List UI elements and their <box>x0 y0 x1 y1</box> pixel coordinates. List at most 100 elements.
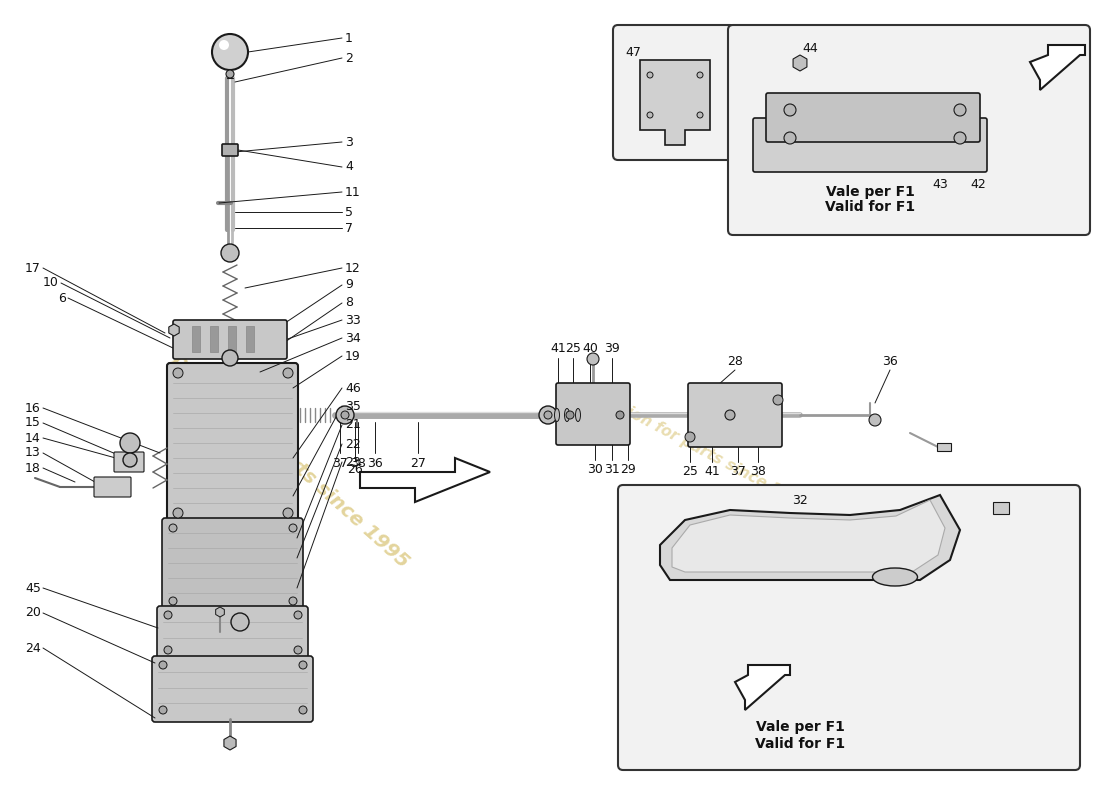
FancyBboxPatch shape <box>157 606 308 662</box>
Circle shape <box>725 410 735 420</box>
FancyBboxPatch shape <box>618 485 1080 770</box>
Circle shape <box>123 453 138 467</box>
Text: 21: 21 <box>345 418 361 431</box>
Text: 36: 36 <box>367 457 383 470</box>
Ellipse shape <box>564 409 570 422</box>
Circle shape <box>226 70 234 78</box>
Text: 22: 22 <box>345 438 361 450</box>
Circle shape <box>685 432 695 442</box>
Polygon shape <box>672 500 945 572</box>
Circle shape <box>283 508 293 518</box>
Circle shape <box>164 611 172 619</box>
Bar <box>937 443 952 451</box>
Text: 4: 4 <box>345 161 353 174</box>
FancyBboxPatch shape <box>94 477 131 497</box>
Circle shape <box>566 411 574 419</box>
FancyBboxPatch shape <box>766 93 980 142</box>
FancyBboxPatch shape <box>754 118 987 172</box>
FancyBboxPatch shape <box>222 144 238 156</box>
Text: 34: 34 <box>345 331 361 345</box>
Text: 1: 1 <box>345 31 353 45</box>
Text: Vale per F1: Vale per F1 <box>826 185 914 199</box>
Text: 11: 11 <box>345 186 361 198</box>
Text: 10: 10 <box>43 277 59 290</box>
Circle shape <box>169 524 177 532</box>
Text: 41: 41 <box>704 465 719 478</box>
FancyBboxPatch shape <box>152 656 314 722</box>
Circle shape <box>169 597 177 605</box>
Ellipse shape <box>575 409 581 422</box>
Text: 41: 41 <box>550 342 565 355</box>
Bar <box>228 326 236 352</box>
Circle shape <box>160 706 167 714</box>
FancyBboxPatch shape <box>114 452 144 472</box>
Text: Valid for F1: Valid for F1 <box>755 737 845 751</box>
Circle shape <box>120 433 140 453</box>
Circle shape <box>289 524 297 532</box>
Text: 28: 28 <box>727 355 742 368</box>
Text: 5: 5 <box>345 206 353 218</box>
Text: passion for parts since 1995: passion for parts since 1995 <box>168 349 412 571</box>
Text: 33: 33 <box>345 314 361 326</box>
Text: 37: 37 <box>332 457 348 470</box>
Text: 12: 12 <box>345 262 361 274</box>
Circle shape <box>616 411 624 419</box>
Text: 13: 13 <box>25 446 41 459</box>
FancyBboxPatch shape <box>688 383 782 447</box>
Text: 44: 44 <box>802 42 818 54</box>
Bar <box>210 326 218 352</box>
Text: 37: 37 <box>730 465 746 478</box>
Circle shape <box>173 368 183 378</box>
Circle shape <box>289 597 297 605</box>
Text: 38: 38 <box>350 457 366 470</box>
Ellipse shape <box>872 568 917 586</box>
Circle shape <box>697 112 703 118</box>
Text: 8: 8 <box>345 297 353 310</box>
Text: 38: 38 <box>750 465 766 478</box>
Text: 6: 6 <box>58 291 66 305</box>
Text: 25: 25 <box>682 465 697 478</box>
Text: 46: 46 <box>345 382 361 394</box>
Text: 35: 35 <box>345 399 361 413</box>
Circle shape <box>647 72 653 78</box>
Text: Vale per F1: Vale per F1 <box>756 720 845 734</box>
Text: 32: 32 <box>792 494 807 506</box>
Circle shape <box>221 244 239 262</box>
Circle shape <box>784 104 796 116</box>
Text: 14: 14 <box>25 431 41 445</box>
Text: 39: 39 <box>604 342 620 355</box>
Text: 42: 42 <box>970 178 986 191</box>
Circle shape <box>587 353 600 365</box>
Circle shape <box>954 132 966 144</box>
Circle shape <box>173 508 183 518</box>
Polygon shape <box>360 458 490 502</box>
Bar <box>993 502 1009 514</box>
Bar <box>246 326 254 352</box>
Text: 16: 16 <box>25 402 41 414</box>
Polygon shape <box>660 495 960 580</box>
Text: 36: 36 <box>882 355 898 368</box>
Circle shape <box>341 411 349 419</box>
Text: 9: 9 <box>345 278 353 291</box>
Circle shape <box>294 646 302 654</box>
Circle shape <box>697 72 703 78</box>
Text: 26: 26 <box>348 463 363 476</box>
Text: 40: 40 <box>582 342 598 355</box>
Circle shape <box>647 112 653 118</box>
FancyBboxPatch shape <box>167 363 298 524</box>
Polygon shape <box>735 665 790 710</box>
Text: Valid for F1: Valid for F1 <box>825 200 915 214</box>
Circle shape <box>869 414 881 426</box>
Text: 7: 7 <box>345 222 353 234</box>
Text: 31: 31 <box>604 463 620 476</box>
Circle shape <box>299 706 307 714</box>
Text: 29: 29 <box>620 463 636 476</box>
FancyBboxPatch shape <box>728 25 1090 235</box>
Circle shape <box>539 406 557 424</box>
Text: 2: 2 <box>345 51 353 65</box>
FancyBboxPatch shape <box>613 25 735 160</box>
Text: 27: 27 <box>410 457 426 470</box>
Circle shape <box>294 611 302 619</box>
Text: 17: 17 <box>25 262 41 274</box>
Text: 24: 24 <box>25 642 41 654</box>
